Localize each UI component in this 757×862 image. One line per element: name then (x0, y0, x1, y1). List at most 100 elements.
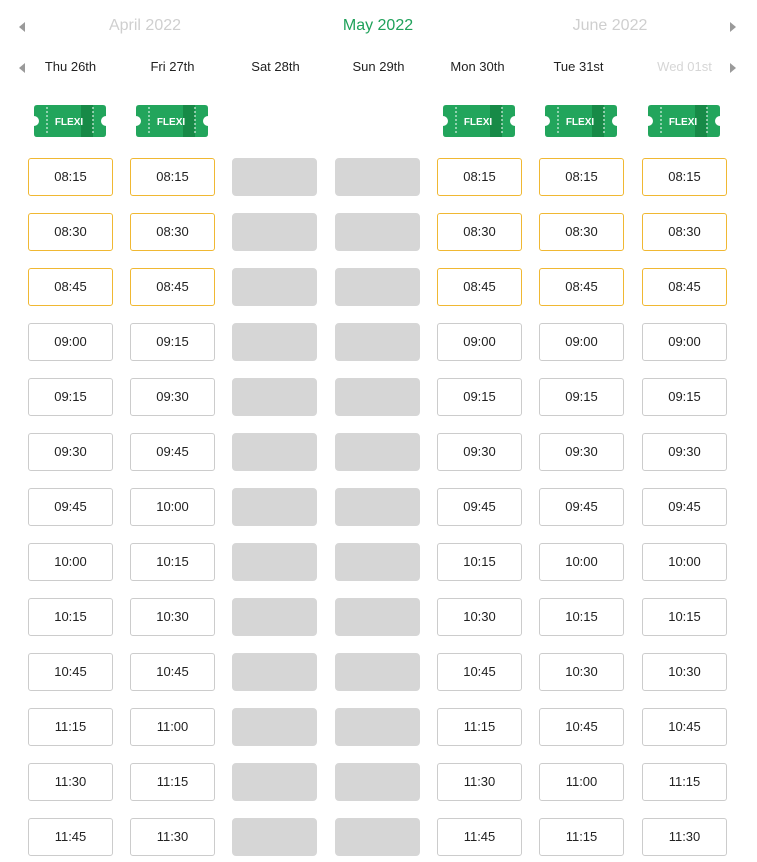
time-slot-button[interactable]: 09:45 (28, 488, 113, 526)
time-slot-button[interactable]: 11:15 (437, 708, 522, 746)
time-slot-button[interactable]: 09:45 (539, 488, 624, 526)
time-slot-button[interactable]: 09:30 (437, 433, 522, 471)
flexi-badge: FLEXI (34, 105, 106, 137)
time-slot-button[interactable]: 09:30 (539, 433, 624, 471)
unavailable-slot (232, 158, 317, 196)
time-slot-button[interactable]: 09:00 (642, 323, 727, 361)
flexi-badge: FLEXI (648, 105, 720, 137)
time-slot-button[interactable]: 10:30 (539, 653, 624, 691)
time-slot-button[interactable]: 08:30 (28, 213, 113, 251)
time-slot-button[interactable]: 10:30 (130, 598, 215, 636)
flexi-label: FLEXI (669, 117, 698, 128)
unavailable-slot (232, 598, 317, 636)
time-slot-button[interactable]: 11:15 (130, 763, 215, 801)
time-slot-button[interactable]: 09:15 (642, 378, 727, 416)
flexi-badge: FLEXI (545, 105, 617, 137)
time-slot-button[interactable]: 09:00 (539, 323, 624, 361)
next-days-arrow-icon[interactable] (730, 63, 736, 73)
next-month-arrow-icon[interactable] (730, 22, 736, 32)
time-slot-button[interactable]: 11:00 (130, 708, 215, 746)
unavailable-slot (232, 433, 317, 471)
time-slot-button[interactable]: 11:15 (539, 818, 624, 856)
time-slot-button[interactable]: 09:30 (28, 433, 113, 471)
unavailable-slot (232, 653, 317, 691)
time-slot-button[interactable]: 09:00 (28, 323, 113, 361)
unavailable-slot (335, 818, 420, 856)
flexi-label: FLEXI (464, 117, 493, 128)
time-slot-button[interactable]: 09:15 (437, 378, 522, 416)
unavailable-slot (335, 378, 420, 416)
time-slot-button[interactable]: 10:45 (130, 653, 215, 691)
flexi-ticket-icon: FLEXI (34, 105, 106, 137)
time-slot-button[interactable]: 08:45 (539, 268, 624, 306)
time-slot-button[interactable]: 09:15 (130, 323, 215, 361)
time-slot-button[interactable]: 10:30 (437, 598, 522, 636)
flexi-label: FLEXI (566, 117, 595, 128)
time-slot-button[interactable]: 10:15 (437, 543, 522, 581)
time-slot-button[interactable]: 08:15 (130, 158, 215, 196)
unavailable-slot (335, 653, 420, 691)
day-header: Mon 30th (450, 59, 505, 74)
time-slot-button[interactable]: 08:30 (642, 213, 727, 251)
unavailable-slot (232, 763, 317, 801)
time-slot-button[interactable]: 10:45 (28, 653, 113, 691)
time-slot-button[interactable]: 10:00 (642, 543, 727, 581)
time-slot-button[interactable]: 10:15 (28, 598, 113, 636)
time-slot-button[interactable]: 08:30 (130, 213, 215, 251)
day-header: Sun 29th (352, 59, 405, 74)
unavailable-slot (335, 433, 420, 471)
time-slot-button[interactable]: 08:15 (437, 158, 522, 196)
time-slot-button[interactable]: 10:00 (28, 543, 113, 581)
time-slot-button[interactable]: 08:30 (437, 213, 522, 251)
unavailable-slot (335, 158, 420, 196)
flexi-badge: FLEXI (136, 105, 208, 137)
time-slot-button[interactable]: 08:45 (28, 268, 113, 306)
time-slot-button[interactable]: 11:30 (437, 763, 522, 801)
time-slot-button[interactable]: 11:30 (130, 818, 215, 856)
time-slot-button[interactable]: 11:45 (437, 818, 522, 856)
flexi-label: FLEXI (157, 117, 186, 128)
unavailable-slot (232, 378, 317, 416)
time-slot-button[interactable]: 08:45 (437, 268, 522, 306)
time-slot-button[interactable]: 08:15 (28, 158, 113, 196)
time-slot-button[interactable]: 08:15 (539, 158, 624, 196)
time-slot-button[interactable]: 09:45 (437, 488, 522, 526)
prev-month-arrow-icon[interactable] (19, 22, 25, 32)
day-header: Fri 27th (150, 59, 195, 74)
time-slot-button[interactable]: 11:30 (28, 763, 113, 801)
time-slot-button[interactable]: 09:00 (437, 323, 522, 361)
time-slot-button[interactable]: 09:45 (130, 433, 215, 471)
time-slot-button[interactable]: 10:30 (642, 653, 727, 691)
time-slot-button[interactable]: 09:15 (539, 378, 624, 416)
time-slot-button[interactable]: 10:45 (539, 708, 624, 746)
time-slot-button[interactable]: 10:15 (130, 543, 215, 581)
time-slot-button[interactable]: 10:45 (437, 653, 522, 691)
time-slot-button[interactable]: 11:30 (642, 818, 727, 856)
flexi-ticket-icon: FLEXI (443, 105, 515, 137)
next-month-label[interactable]: June 2022 (572, 17, 648, 34)
time-slot-button[interactable]: 08:30 (539, 213, 624, 251)
flexi-badge: FLEXI (443, 105, 515, 137)
time-slot-button[interactable]: 09:45 (642, 488, 727, 526)
time-slot-button[interactable]: 08:45 (130, 268, 215, 306)
flexi-ticket-icon: FLEXI (545, 105, 617, 137)
time-slot-button[interactable]: 09:30 (130, 378, 215, 416)
time-slot-button[interactable]: 11:15 (642, 763, 727, 801)
unavailable-slot (232, 543, 317, 581)
time-slot-button[interactable]: 10:00 (130, 488, 215, 526)
time-slot-button[interactable]: 11:00 (539, 763, 624, 801)
time-slot-button[interactable]: 09:15 (28, 378, 113, 416)
unavailable-slot (232, 268, 317, 306)
time-slot-button[interactable]: 08:15 (642, 158, 727, 196)
prev-days-arrow-icon[interactable] (19, 63, 25, 73)
time-slot-button[interactable]: 10:15 (642, 598, 727, 636)
time-slot-button[interactable]: 09:30 (642, 433, 727, 471)
time-slot-button[interactable]: 10:15 (539, 598, 624, 636)
time-slot-button[interactable]: 10:45 (642, 708, 727, 746)
unavailable-slot (335, 543, 420, 581)
prev-month-label[interactable]: April 2022 (108, 17, 182, 34)
time-slot-button[interactable]: 11:45 (28, 818, 113, 856)
time-slot-button[interactable]: 08:45 (642, 268, 727, 306)
time-slot-button[interactable]: 11:15 (28, 708, 113, 746)
time-slot-button[interactable]: 10:00 (539, 543, 624, 581)
